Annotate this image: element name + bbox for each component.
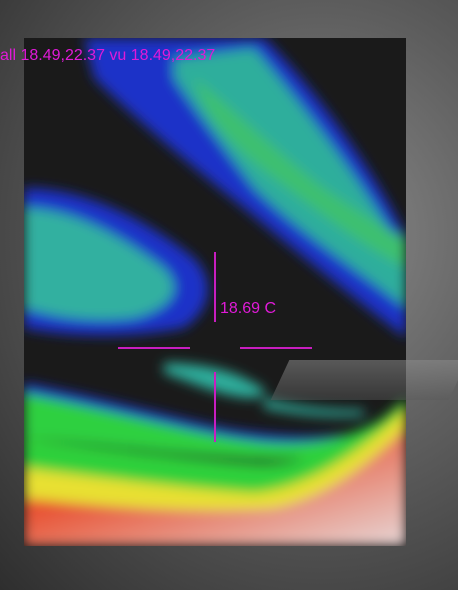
crosshair-left-line — [118, 347, 190, 349]
spot-temperature: 18.69 C — [220, 300, 277, 317]
crosshair-right-line — [240, 347, 312, 349]
range-readout: all 18.49,22.37 vu 18.49,22.37 — [0, 47, 216, 64]
crosshair-bottom-line — [214, 372, 216, 442]
shelf-surface — [270, 360, 458, 400]
crosshair-top-line — [214, 252, 216, 322]
